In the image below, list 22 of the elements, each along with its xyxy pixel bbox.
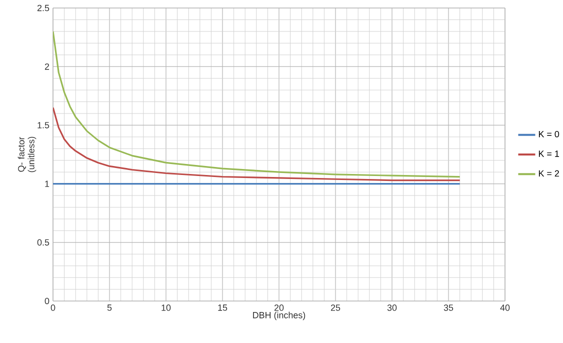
y-tick-label: 1.5 xyxy=(38,122,50,128)
x-tick-label: 15 xyxy=(218,304,228,311)
legend-label: K = 1 xyxy=(538,150,559,157)
y-tick-label: 0 xyxy=(44,298,50,304)
x-tick-label: 35 xyxy=(444,304,454,311)
y-axis-title: Q- factor (unitless) xyxy=(18,136,36,172)
x-tick-label: 5 xyxy=(107,304,112,311)
y-tick-label: 0.5 xyxy=(37,239,50,246)
x-tick-label: 40 xyxy=(500,304,510,311)
legend-label: K = 2 xyxy=(538,170,559,177)
x-tick-label: 0 xyxy=(50,304,56,311)
y-tick-label: 2 xyxy=(44,63,50,70)
line-series xyxy=(53,30,461,178)
y-tick-label: 1 xyxy=(45,180,50,187)
x-axis-title: DBH (inches) xyxy=(253,312,306,320)
y-tick-label: 2.5 xyxy=(37,4,50,12)
x-tick-label: 10 xyxy=(162,304,171,311)
x-tick-label: 25 xyxy=(330,304,340,311)
line-series xyxy=(53,106,461,182)
legend-label: K = 0 xyxy=(538,130,560,138)
x-tick-label: 20 xyxy=(274,304,284,311)
x-tick-label: 30 xyxy=(387,304,397,311)
